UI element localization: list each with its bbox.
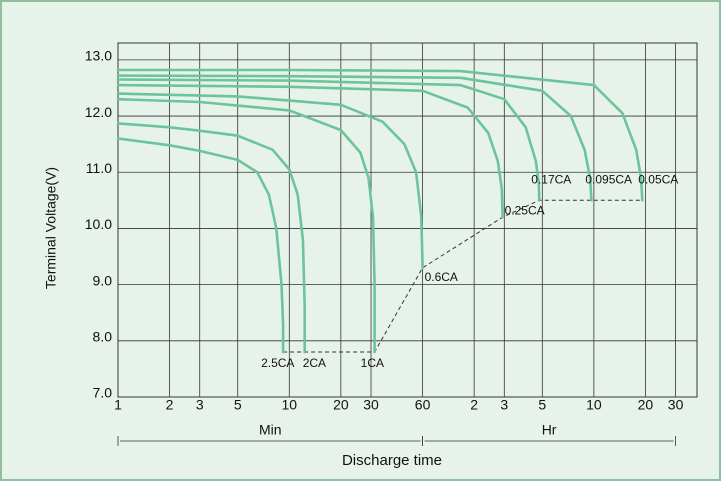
- y-axis-label: Terminal Voltage(V): [43, 167, 59, 289]
- x-tick-label: 3: [196, 397, 204, 413]
- x-tick-label: 5: [538, 397, 546, 413]
- x-tick-label: 20: [638, 397, 654, 413]
- plot-border: [117, 42, 698, 398]
- y-tick-label: 7.0: [93, 385, 113, 401]
- discharge-curve: [116, 122, 306, 354]
- curve-label: 0.095CA: [585, 173, 632, 187]
- y-tick-label: 8.0: [93, 329, 113, 345]
- curve-label: 0.6CA: [425, 270, 458, 284]
- y-tick-label: 11.0: [86, 160, 112, 176]
- x-tick-label: 3: [500, 397, 508, 413]
- curve-label: 0.05CA: [638, 173, 678, 187]
- discharge-curve: [116, 78, 541, 202]
- x-tick-label: 60: [415, 397, 431, 413]
- x-tick-label: 1: [114, 397, 122, 413]
- y-tick-label: 13.0: [85, 48, 112, 64]
- x-axis-label: Discharge time: [342, 452, 442, 469]
- discharge-curve: [116, 74, 593, 202]
- discharge-curve: [116, 137, 285, 354]
- x-tick-label: 2: [470, 397, 478, 413]
- curve-label: 2CA: [303, 356, 326, 370]
- y-tick-label: 12.0: [85, 104, 112, 120]
- section-label: Hr: [542, 422, 557, 438]
- curve-label: 0.17CA: [531, 173, 571, 187]
- discharge-curve: [116, 83, 504, 219]
- discharge-curve: [116, 97, 376, 354]
- discharge-curve: [116, 68, 644, 202]
- discharge-curve: [116, 92, 424, 270]
- y-tick-label: 10.0: [85, 216, 112, 232]
- curve-label: 2.5CA: [261, 356, 294, 370]
- x-tick-label: 5: [234, 397, 242, 413]
- x-tick-label: 30: [363, 397, 379, 413]
- curve-label: 1CA: [361, 356, 384, 370]
- x-tick-label: 2: [166, 397, 174, 413]
- section-label: Min: [259, 422, 282, 438]
- curve-label: 0.25CA: [505, 203, 545, 217]
- x-tick-label: 10: [586, 397, 602, 413]
- y-tick-label: 9.0: [93, 272, 113, 288]
- x-tick-label: 10: [282, 397, 298, 413]
- x-tick-label: 20: [333, 397, 349, 413]
- x-tick-label: 30: [668, 397, 684, 413]
